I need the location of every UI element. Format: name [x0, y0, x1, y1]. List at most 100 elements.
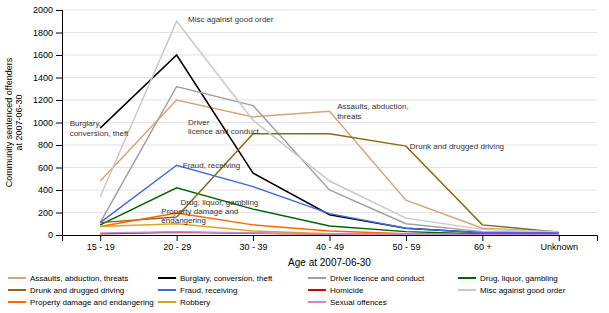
x-tick: 30 - 39 — [240, 235, 268, 252]
series-line — [100, 232, 559, 235]
legend-swatch — [308, 301, 326, 303]
y-tick-mark — [56, 168, 62, 169]
legend-item: Fraud, receiving — [158, 286, 237, 295]
legend-label: Sexual offences — [330, 298, 387, 307]
x-tick-label: 20 - 29 — [163, 242, 191, 252]
annotation: Burglary,conversion, theft — [70, 119, 129, 138]
series-line — [100, 232, 559, 235]
series-line — [100, 134, 559, 232]
x-tick: 60 + — [474, 235, 492, 252]
annotation: Driverlicence and conduct — [188, 118, 259, 137]
y-tick-mark — [56, 190, 62, 191]
x-tick-label: 50 - 59 — [392, 242, 420, 252]
legend-item: Misc against good order — [458, 286, 566, 295]
x-tick-mark — [177, 235, 178, 241]
annotation-line: Fraud, receiving — [183, 161, 240, 170]
legend-item: Drug, liquor, gambling — [458, 274, 558, 283]
legend-label: Misc against good order — [480, 286, 566, 295]
legend-label: Property damage and endangering — [30, 298, 154, 307]
legend-item: Drunk and drugged driving — [8, 286, 124, 295]
y-tick: 800 — [38, 140, 62, 150]
y-axis-title-line: Community sentenced offenders — [4, 57, 14, 187]
legend-swatch — [158, 301, 176, 303]
y-tick-mark — [56, 123, 62, 124]
series-line — [100, 87, 559, 233]
legend-swatch — [8, 289, 26, 291]
y-tick-label: 200 — [38, 208, 53, 218]
grid-line — [62, 145, 597, 146]
legend-label: Drug, liquor, gambling — [480, 274, 558, 283]
y-tick: 1600 — [33, 50, 62, 60]
series-line — [100, 100, 559, 232]
x-tick-mark — [100, 235, 101, 241]
series-line — [100, 165, 559, 233]
legend-label: Fraud, receiving — [180, 286, 237, 295]
x-tick-mark — [559, 235, 560, 241]
lines — [100, 21, 559, 235]
y-tick-mark — [56, 78, 62, 79]
legend-swatch — [458, 277, 476, 279]
x-tick: 50 - 59 — [392, 235, 420, 252]
annotation: Property damage andendangering — [161, 207, 238, 226]
grid-line — [62, 55, 597, 56]
annotation-line: threats — [337, 112, 361, 121]
annotation: Fraud, receiving — [183, 161, 240, 170]
x-tick-label: Unknown — [541, 242, 579, 252]
y-tick-label: 400 — [38, 185, 53, 195]
legend-item: Property damage and endangering — [8, 298, 154, 307]
y-tick-label: 2000 — [33, 5, 53, 15]
y-axis-title: Community sentenced offendersat 2007-06-… — [4, 57, 24, 187]
y-tick: 1000 — [33, 118, 62, 128]
y-tick: 400 — [38, 185, 62, 195]
legend-label: Assaults, abduction, threats — [30, 274, 128, 283]
x-tick-mark — [253, 235, 254, 241]
x-tick-label: 15 - 19 — [87, 242, 115, 252]
y-tick: 0 — [48, 230, 62, 240]
legend-swatch — [8, 277, 26, 279]
legend-swatch — [158, 277, 176, 279]
annotation-line: Burglary, — [70, 119, 101, 128]
grid-line — [62, 167, 597, 168]
x-tick: 15 - 19 — [87, 235, 115, 252]
y-tick-label: 1400 — [33, 73, 53, 83]
y-axis-title-line: at 2007-06-30 — [14, 94, 24, 150]
series-line — [100, 55, 559, 233]
annotation-line: Driver — [188, 118, 210, 127]
y-tick: 1400 — [33, 73, 62, 83]
series-line — [100, 21, 559, 231]
x-tick: Unknown — [541, 235, 579, 252]
y-tick-label: 1200 — [33, 95, 53, 105]
x-axis-line — [63, 236, 598, 242]
annotation: Assaults, abduction,threats — [337, 102, 409, 121]
annotation: Drug, liquor, gambling — [180, 198, 258, 207]
y-tick-mark — [56, 55, 62, 56]
x-axis: 15 - 19 20 - 29 30 - 39 40 - 49 50 - 59 60 + U… — [63, 235, 598, 252]
y-tick: 200 — [38, 208, 62, 218]
grid-line — [62, 32, 597, 33]
y-tick: 600 — [38, 163, 62, 173]
y-tick-mark — [56, 213, 62, 214]
y-tick-label: 0 — [48, 230, 53, 240]
x-tick-mark — [482, 235, 483, 241]
x-tick: 20 - 29 — [163, 235, 191, 252]
legend-label: Burglary, conversion, theft — [180, 274, 273, 283]
legend-item: Homicide — [308, 286, 364, 295]
x-tick: 40 - 49 — [316, 235, 344, 252]
legend-label: Homicide — [330, 286, 364, 295]
legend-item: Driver licence and conduct — [308, 274, 425, 283]
y-tick-mark — [56, 10, 62, 11]
legend-swatch — [308, 289, 326, 291]
legend: Assaults, abduction, threats Burglary, co… — [8, 274, 566, 307]
y-tick-mark — [56, 33, 62, 34]
annotation-line: endangering — [161, 216, 205, 225]
x-tick-mark — [330, 235, 331, 241]
x-tick-mark — [406, 235, 407, 241]
y-tick: 1800 — [33, 28, 62, 38]
legend-swatch — [8, 301, 26, 303]
legend-item: Sexual offences — [308, 298, 387, 307]
legend-item: Burglary, conversion, theft — [158, 274, 273, 283]
legend-item: Robbery — [158, 298, 210, 307]
annotation: Misc against good order — [188, 15, 274, 24]
y-tick: 1200 — [33, 95, 62, 105]
y-tick-mark — [56, 235, 62, 236]
